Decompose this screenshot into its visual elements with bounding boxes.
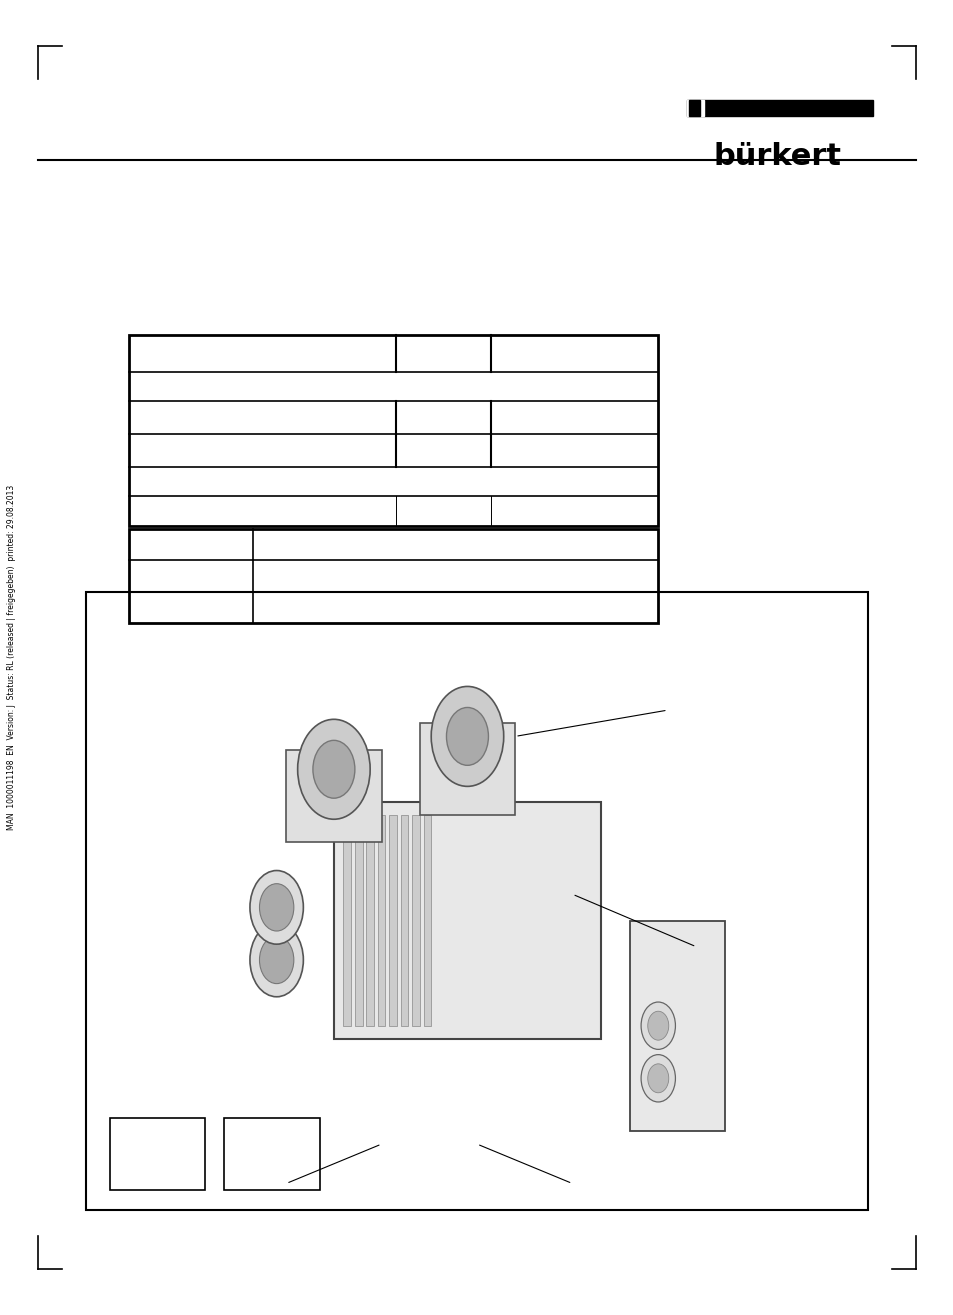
Bar [686, 100, 872, 116]
Circle shape [647, 1011, 668, 1040]
Bar [343, 815, 351, 1026]
Bar [110, 1118, 205, 1190]
Circle shape [297, 719, 370, 819]
Bar [377, 815, 385, 1026]
Bar [86, 592, 867, 1210]
Bar [129, 335, 658, 526]
Bar [400, 815, 408, 1026]
Text: MAN  1000011198  EN  Version: J  Status: RL (released | freigegeben)  printed: 2: MAN 1000011198 EN Version: J Status: RL … [7, 485, 16, 830]
Bar [419, 723, 515, 815]
Circle shape [313, 740, 355, 798]
Circle shape [640, 1002, 675, 1049]
Circle shape [647, 1064, 668, 1093]
Bar [423, 815, 431, 1026]
Bar [224, 1118, 319, 1190]
Bar [286, 750, 381, 842]
Bar [629, 920, 724, 1131]
Bar [688, 100, 700, 116]
Circle shape [431, 686, 503, 786]
Circle shape [259, 936, 294, 984]
Bar [412, 815, 419, 1026]
Bar [389, 815, 396, 1026]
Bar [366, 815, 374, 1026]
FancyBboxPatch shape [334, 802, 600, 1039]
Bar [686, 100, 703, 116]
Circle shape [250, 923, 303, 997]
Circle shape [446, 707, 488, 765]
Circle shape [640, 1055, 675, 1102]
Circle shape [250, 871, 303, 944]
Bar [129, 529, 658, 623]
Text: bürkert: bürkert [713, 142, 841, 171]
Bar [355, 815, 362, 1026]
Circle shape [259, 884, 294, 931]
